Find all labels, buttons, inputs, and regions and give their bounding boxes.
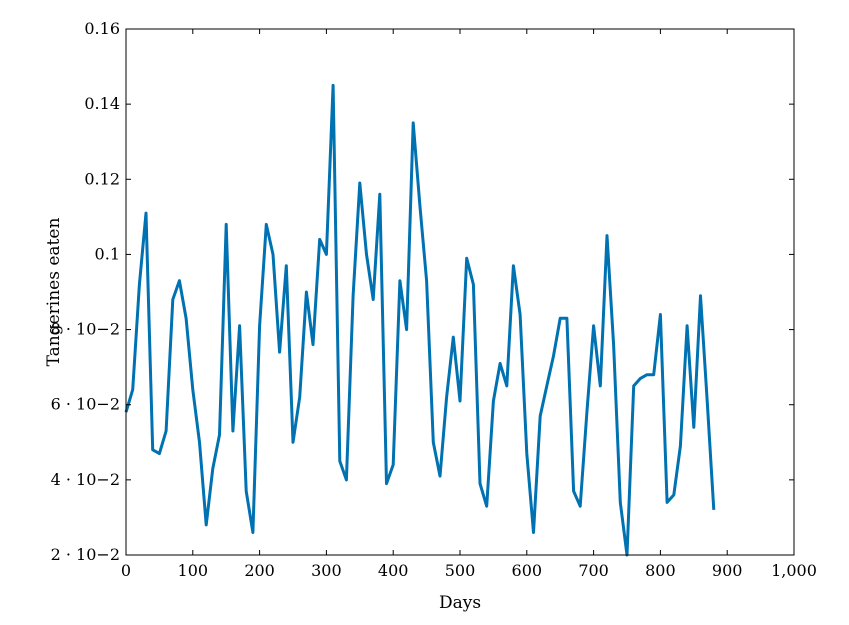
y-tick-label: 0.1 bbox=[95, 244, 120, 263]
x-axis-label: Days bbox=[439, 593, 481, 613]
y-axis-label: Tangerines eaten bbox=[44, 218, 64, 367]
x-tick-label: 200 bbox=[244, 561, 275, 580]
y-tick-label: 6 · 10−2 bbox=[51, 395, 120, 414]
plot-area bbox=[124, 83, 716, 557]
x-tick-label: 1,000 bbox=[771, 561, 817, 580]
y-tick-label: 4 · 10−2 bbox=[51, 470, 120, 489]
y-tick-label: 8 · 10−2 bbox=[51, 320, 120, 339]
plot-frame bbox=[125, 28, 795, 556]
x-tick-label: 900 bbox=[712, 561, 743, 580]
x-tick-label: 300 bbox=[311, 561, 342, 580]
x-axis: 0 100 200 300 400 500 600 700 800 900 1,000 bbox=[121, 29, 817, 580]
y-tick-label: 0.14 bbox=[84, 94, 120, 113]
y-tick-label: 2 · 10−2 bbox=[51, 545, 120, 564]
x-tick-label: 400 bbox=[378, 561, 409, 580]
y-tick-label: 0.16 bbox=[84, 19, 120, 38]
series-line-0 bbox=[124, 83, 716, 557]
x-tick-label: 600 bbox=[512, 561, 543, 580]
y-axis: 2 · 10−2 4 · 10−2 6 · 10−2 8 · 10−2 0.1 0.12 0… bbox=[51, 19, 794, 564]
x-tick-label: 500 bbox=[445, 561, 476, 580]
x-tick-label: 800 bbox=[645, 561, 676, 580]
y-tick-label: 0.12 bbox=[84, 169, 120, 188]
x-tick-label: 0 bbox=[121, 561, 131, 580]
x-tick-label: 100 bbox=[178, 561, 209, 580]
x-tick-label: 700 bbox=[578, 561, 609, 580]
